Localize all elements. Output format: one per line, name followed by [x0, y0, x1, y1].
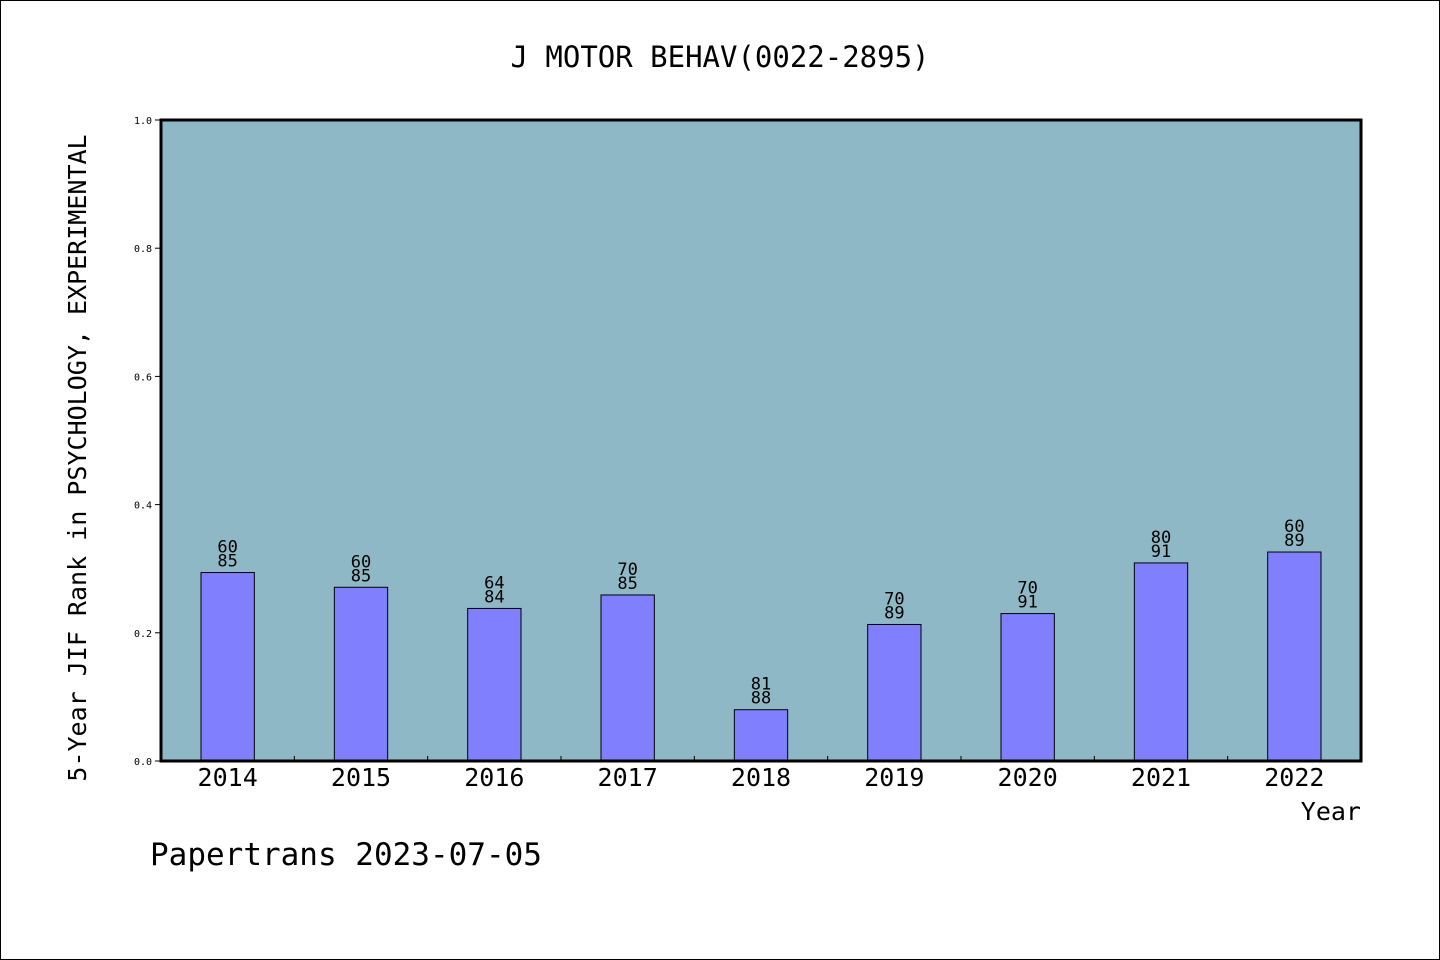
bar-label-bottom-2020: 91 [1017, 593, 1037, 613]
bar-label-top-2015: 60 [351, 552, 371, 572]
y-tick-label: 1.0 [134, 116, 152, 127]
y-axis-label: 5-Year JIF Rank in PSYCHOLOGY, EXPERIMEN… [63, 134, 92, 781]
bar-label-top-2018: 81 [751, 675, 771, 695]
bar-2017 [600, 594, 655, 762]
bar-2016 [467, 607, 522, 762]
bar-label-top-2016: 64 [484, 573, 504, 593]
x-tick-label-2015: 2015 [331, 763, 391, 792]
y-tick-label: 0.2 [134, 629, 152, 640]
x-tick-label-2014: 2014 [198, 763, 258, 792]
x-tick-label-2018: 2018 [731, 763, 791, 792]
bar-label-top-2014: 60 [217, 538, 237, 558]
y-tick-label: 0.6 [134, 372, 152, 383]
bar-2022 [1267, 551, 1322, 762]
x-tick-label-2017: 2017 [598, 763, 658, 792]
x-tick-label-2022: 2022 [1264, 763, 1324, 792]
bar-label-bottom-2017: 85 [617, 574, 637, 594]
bar-2015 [333, 586, 389, 762]
bar-label-top-2021: 80 [1151, 528, 1171, 548]
bar-label-bottom-2018: 88 [751, 689, 771, 709]
y-tick-label: 0.8 [134, 244, 152, 255]
bar-label-top-2022: 60 [1284, 517, 1304, 537]
footer-text: Papertrans 2023-07-05 [150, 837, 542, 873]
bar-2021 [1133, 562, 1189, 762]
x-tick-label-2016: 2016 [464, 763, 524, 792]
bar-label-bottom-2019: 89 [884, 603, 904, 623]
plot-frame [159, 118, 1363, 763]
bar-2014 [200, 572, 255, 762]
x-axis-label: Year [1301, 797, 1361, 826]
chart-title: J MOTOR BEHAV(0022-2895) [510, 40, 929, 74]
bar-2018 [733, 709, 789, 762]
bar-2020 [1000, 613, 1055, 762]
bar-label-top-2019: 70 [884, 589, 904, 609]
bar-label-bottom-2021: 91 [1151, 542, 1171, 562]
y-tick-label: 0.0 [134, 757, 152, 768]
bar-label-bottom-2022: 89 [1284, 531, 1304, 551]
x-tick-label-2020: 2020 [998, 763, 1058, 792]
x-tick-label-2021: 2021 [1131, 763, 1191, 792]
bar-label-bottom-2016: 84 [484, 587, 504, 607]
bar-label-bottom-2014: 85 [217, 552, 237, 572]
y-tick-label: 0.4 [134, 501, 152, 512]
bar-label-top-2020: 70 [1017, 579, 1037, 599]
x-tick-label-2019: 2019 [864, 763, 924, 792]
bar-label-top-2017: 70 [617, 560, 637, 580]
bar-label-bottom-2015: 85 [351, 566, 371, 586]
bar-2019 [867, 623, 922, 762]
